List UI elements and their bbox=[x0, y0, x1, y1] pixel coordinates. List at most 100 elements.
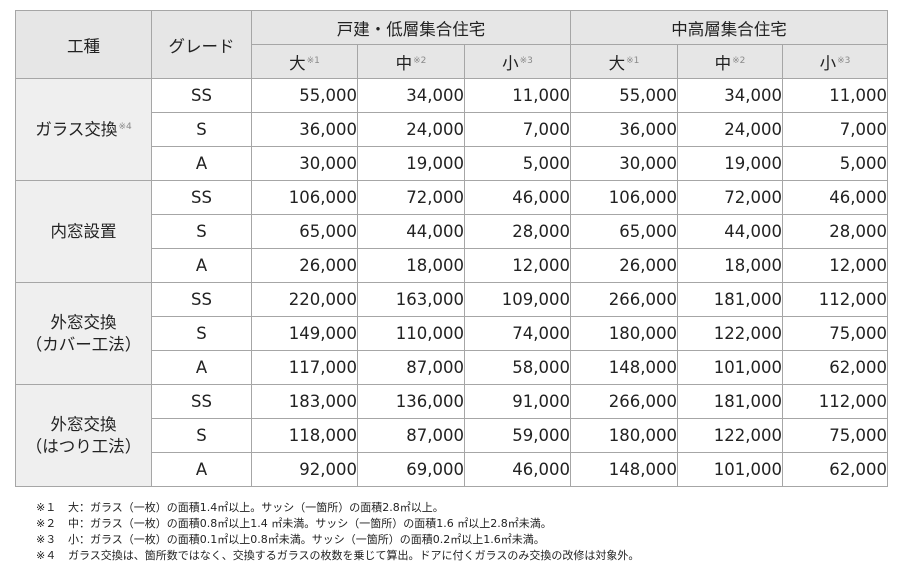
work-type-cell: 外窓交換 （はつり工法） bbox=[15, 384, 152, 487]
price-cell: 149,000 bbox=[251, 316, 358, 351]
table-row: ガラス交換※4 SS 55,000 34,000 11,000 55,000 34,000 1… bbox=[15, 78, 889, 181]
grade-cell: S bbox=[151, 214, 252, 249]
footnote-ref: ※3 bbox=[519, 55, 533, 66]
table-row: 外窓交換 （はつり工法） SS 183,000 136,000 91,000 266,000… bbox=[15, 384, 889, 487]
grade-cell: S bbox=[151, 316, 252, 351]
size-header-cell: 中※2 bbox=[357, 44, 465, 79]
price-cell: 87,000 bbox=[357, 350, 465, 385]
footnote: ※１ 大：ガラス（一枚）の面積1.4㎡以上。サッシ（一箇所）の面積2.8㎡以上。 bbox=[36, 500, 639, 516]
footnote-ref: ※1 bbox=[306, 55, 320, 66]
footnote-mark: ※３ bbox=[36, 533, 57, 546]
price-cell: 34,000 bbox=[677, 78, 784, 113]
price-cell: 65,000 bbox=[570, 214, 679, 249]
work-type-cell: 内窓設置 bbox=[15, 180, 152, 283]
footnote-text: 中：ガラス（一枚）の面積0.8㎡以上1.4 ㎡未満。サッシ（一箇所）の面積1.6… bbox=[68, 517, 552, 530]
price-cell: 5,000 bbox=[463, 146, 572, 181]
price-cell: 72,000 bbox=[357, 180, 465, 215]
price-cell: 58,000 bbox=[463, 350, 572, 385]
table-body: ガラス交換※4 SS 55,000 34,000 11,000 55,000 34,000 1… bbox=[15, 78, 889, 487]
footnote-mark: ※２ bbox=[36, 517, 57, 530]
size-header-row: 大※1 中※2 小※3 大※1 中※2 小※3 bbox=[16, 44, 889, 79]
table-row: S 149,000 110,000 74,000 180,000 122,000 75,00… bbox=[16, 316, 889, 351]
grade-cell: SS bbox=[151, 78, 252, 113]
grade-cell: SS bbox=[151, 180, 252, 215]
grade-cell: S bbox=[151, 418, 252, 453]
price-cell: 118,000 bbox=[251, 418, 358, 453]
price-cell: 62,000 bbox=[782, 350, 889, 385]
price-cell: 101,000 bbox=[677, 350, 784, 385]
size-label: 大 bbox=[608, 53, 626, 73]
price-cell: 266,000 bbox=[570, 282, 679, 317]
price-cell: 30,000 bbox=[570, 146, 679, 181]
table-row: 内窓設置 SS 106,000 72,000 46,000 106,000 72,000 46… bbox=[15, 180, 889, 283]
price-cell: 72,000 bbox=[677, 180, 784, 215]
grade-cell: A bbox=[151, 146, 252, 181]
grade-cell: S bbox=[151, 112, 252, 147]
work-type-line: （カバー工法） bbox=[25, 334, 142, 354]
work-type-cell: ガラス交換※4 bbox=[15, 78, 152, 181]
footnote-ref: ※1 bbox=[626, 55, 640, 66]
grade-cell: A bbox=[151, 350, 252, 385]
price-cell: 24,000 bbox=[357, 112, 465, 147]
work-type-line: 内窓設置 bbox=[50, 221, 117, 241]
price-cell: 7,000 bbox=[463, 112, 572, 147]
price-cell: 44,000 bbox=[677, 214, 784, 249]
price-cell: 181,000 bbox=[677, 384, 784, 419]
footnote: ※２ 中：ガラス（一枚）の面積0.8㎡以上1.4 ㎡未満。サッシ（一箇所）の面積1… bbox=[36, 516, 639, 532]
footnote-mark: ※４ bbox=[36, 549, 57, 562]
work-type-name: ガラス交換 bbox=[35, 119, 118, 139]
header-group-mid-high-rise: 中高層集合住宅 bbox=[570, 10, 889, 45]
size-header-cell: 小※3 bbox=[463, 44, 572, 79]
footnote-text: 大：ガラス（一枚）の面積1.4㎡以上。サッシ（一箇所）の面積2.8㎡以上。 bbox=[68, 501, 444, 514]
price-cell: 74,000 bbox=[463, 316, 572, 351]
price-cell: 28,000 bbox=[463, 214, 572, 249]
price-cell: 87,000 bbox=[357, 418, 465, 453]
price-cell: 148,000 bbox=[570, 350, 679, 385]
work-type-line: 外窓交換 bbox=[50, 415, 117, 435]
price-cell: 180,000 bbox=[570, 316, 679, 351]
price-cell: 122,000 bbox=[677, 418, 784, 453]
footnote-text: 小：ガラス（一枚）の面積0.1㎡以上0.8㎡未満。サッシ（一箇所）の面積0.2㎡… bbox=[68, 533, 545, 546]
price-cell: 180,000 bbox=[570, 418, 679, 453]
size-label: 大 bbox=[289, 53, 306, 73]
footnote-ref: ※2 bbox=[732, 55, 746, 66]
price-cell: 46,000 bbox=[782, 180, 889, 215]
table-row: 外窓交換 （カバー工法） SS 220,000 163,000 109,000 266,00… bbox=[15, 282, 889, 385]
price-cell: 75,000 bbox=[782, 316, 889, 351]
table-row: S 36,000 24,000 7,000 36,000 24,000 7,000 bbox=[16, 112, 889, 147]
price-cell: 92,000 bbox=[251, 452, 358, 487]
footnote-ref: ※3 bbox=[837, 55, 851, 66]
price-cell: 136,000 bbox=[357, 384, 465, 419]
price-cell: 106,000 bbox=[251, 180, 358, 215]
table-row: A 92,000 69,000 46,000 148,000 101,000 62,000 bbox=[16, 452, 889, 487]
work-type-line-wrap: ガラス交換※4 bbox=[16, 119, 151, 140]
grade-cell: SS bbox=[151, 384, 252, 419]
price-cell: 69,000 bbox=[357, 452, 465, 487]
work-type-cell: 外窓交換 （カバー工法） bbox=[15, 282, 152, 385]
header-work-type: 工種 bbox=[15, 10, 152, 79]
price-cell: 181,000 bbox=[677, 282, 784, 317]
price-cell: 117,000 bbox=[251, 350, 358, 385]
price-cell: 65,000 bbox=[251, 214, 358, 249]
price-cell: 7,000 bbox=[782, 112, 889, 147]
price-cell: 110,000 bbox=[357, 316, 465, 351]
price-cell: 101,000 bbox=[677, 452, 784, 487]
table-row: A 30,000 19,000 5,000 30,000 19,000 5,000 bbox=[16, 146, 889, 181]
grade-cell: A bbox=[151, 248, 252, 283]
price-cell: 19,000 bbox=[357, 146, 465, 181]
grade-cell: A bbox=[151, 452, 252, 487]
size-header-cell: 小※3 bbox=[782, 44, 889, 79]
footnote-mark: ※１ bbox=[36, 501, 57, 514]
price-cell: 55,000 bbox=[570, 78, 679, 113]
price-cell: 75,000 bbox=[782, 418, 889, 453]
price-cell: 12,000 bbox=[782, 248, 889, 283]
price-cell: 28,000 bbox=[782, 214, 889, 249]
footnote: ※４ ガラス交換は、箇所数ではなく、交換するガラスの枚数を乗じて算出。ドアに付くガ… bbox=[36, 548, 639, 564]
price-cell: 266,000 bbox=[570, 384, 679, 419]
price-cell: 148,000 bbox=[570, 452, 679, 487]
price-cell: 46,000 bbox=[463, 180, 572, 215]
footnotes: ※１ 大：ガラス（一枚）の面積1.4㎡以上。サッシ（一箇所）の面積2.8㎡以上。 ※… bbox=[36, 500, 639, 564]
size-header-cell: 大※1 bbox=[251, 44, 358, 79]
price-cell: 44,000 bbox=[357, 214, 465, 249]
price-cell: 34,000 bbox=[357, 78, 465, 113]
